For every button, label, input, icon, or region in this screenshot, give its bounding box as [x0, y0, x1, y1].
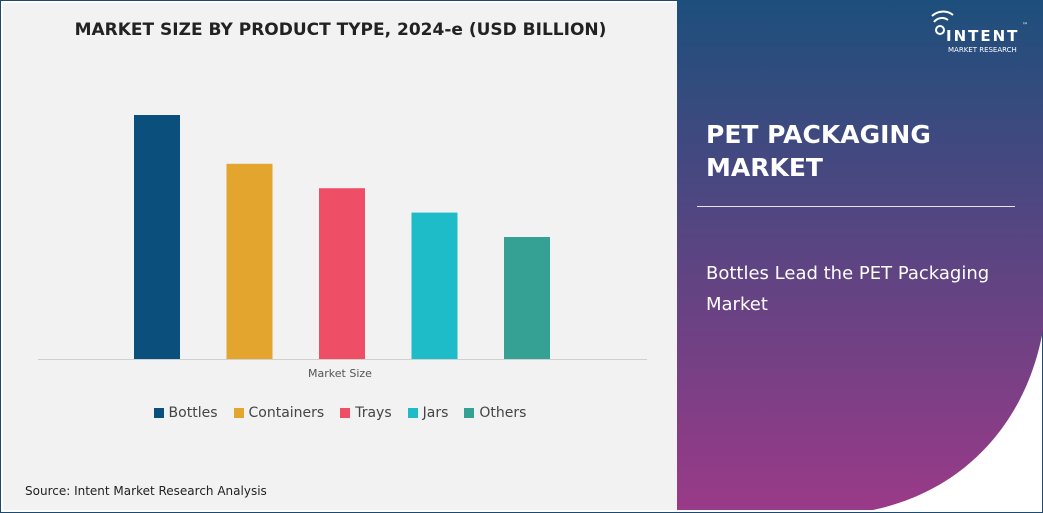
logo: INTENT ™ MARKET RESEARCH [930, 10, 1035, 56]
legend-swatch [464, 408, 475, 418]
legend-label: Trays [355, 405, 392, 421]
panel-divider [697, 206, 1015, 207]
legend-swatch [407, 408, 418, 418]
source-note: Source: Intent Market Research Analysis [25, 484, 267, 498]
bar-jars [411, 212, 458, 359]
logo-name: INTENT [946, 27, 1020, 45]
panel-subtitle: Bottles Lead the PET Packaging Market [706, 263, 990, 315]
signal-icon [931, 10, 954, 35]
legend-label: Jars [422, 405, 449, 421]
bar-others [504, 237, 550, 359]
legend-label: Others [479, 405, 527, 421]
panel-title: PET PACKAGING MARKET [706, 120, 931, 182]
legend-item-containers: Containers [233, 405, 325, 421]
chart-title: MARKET SIZE BY PRODUCT TYPE, 2024-e (USD… [74, 20, 607, 40]
legend-item-trays: Trays [340, 405, 392, 421]
logo-tm: ™ [1022, 22, 1028, 29]
legend-item-jars: Jars [407, 405, 449, 421]
bar-trays [319, 188, 365, 359]
logo-tagline: MARKET RESEARCH [948, 46, 1017, 54]
legend-item-others: Others [464, 405, 526, 421]
bar-bottles [134, 115, 180, 359]
title-panel-background [677, 0, 1043, 510]
bar-containers [226, 163, 273, 359]
bar-chart [38, 115, 647, 360]
legend-label: Containers [248, 405, 325, 421]
x-axis-label: Market Size [308, 367, 372, 380]
legend: Bottles Containers Trays Jars Others [0, 405, 680, 421]
legend-label: Bottles [168, 405, 218, 421]
legend-swatch [340, 408, 351, 418]
chart-area: MARKET SIZE BY PRODUCT TYPE, 2024-e (USD… [3, 3, 678, 510]
legend-swatch [153, 408, 164, 418]
legend-swatch [233, 408, 244, 418]
legend-item-bottles: Bottles [153, 405, 218, 421]
